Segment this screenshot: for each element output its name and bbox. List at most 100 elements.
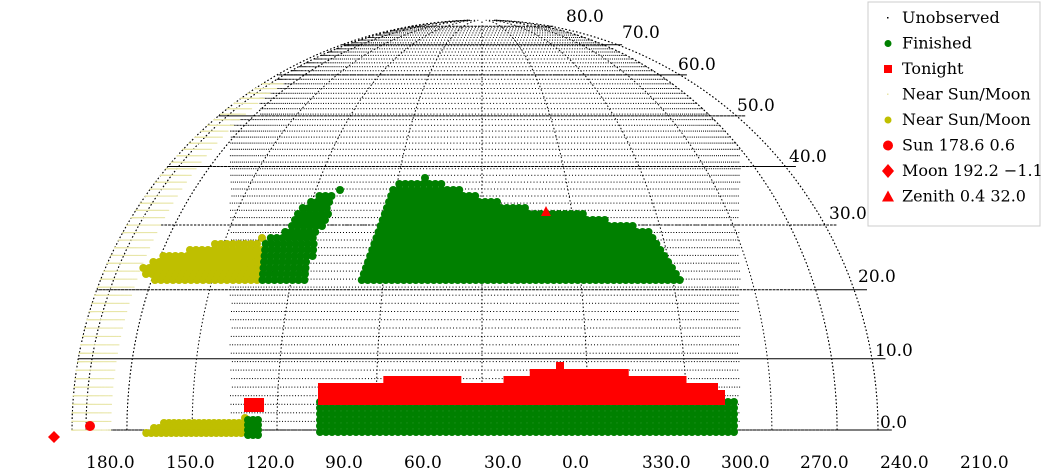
unobserved-point [262, 302, 264, 304]
unobserved-point [354, 270, 356, 272]
unobserved-point [433, 327, 435, 329]
unobserved-point [695, 327, 697, 329]
unobserved-point [338, 344, 339, 346]
unobserved-point [300, 319, 301, 321]
unobserved-point [267, 395, 268, 397]
unobserved-point [693, 239, 695, 241]
unobserved-point [266, 217, 268, 219]
unobserved-point [658, 209, 660, 211]
unobserved-point [635, 369, 636, 371]
unobserved-point [603, 319, 605, 321]
unobserved-point [663, 302, 665, 304]
unobserved-point [397, 335, 399, 337]
unobserved-point [671, 319, 673, 321]
unobserved-point [248, 352, 250, 354]
unobserved-point [279, 429, 281, 431]
unobserved-point [307, 294, 309, 296]
unobserved-point [625, 302, 627, 304]
unobserved-point [545, 294, 547, 296]
unobserved-point [275, 352, 277, 354]
unobserved-point [550, 344, 552, 346]
unobserved-point [633, 344, 635, 346]
unobserved-point [672, 369, 674, 371]
unobserved-point [640, 286, 642, 288]
unobserved-point [385, 335, 387, 337]
unobserved-point [554, 335, 556, 337]
unobserved-point [271, 361, 273, 363]
unobserved-point [597, 361, 599, 363]
unobserved-point [698, 224, 700, 226]
unobserved-point [373, 352, 375, 354]
unobserved-point [497, 302, 498, 304]
unobserved-point [720, 239, 722, 241]
unobserved-point [730, 361, 732, 363]
unobserved-point [262, 412, 264, 414]
unobserved-point [370, 286, 372, 288]
unobserved-point [460, 319, 462, 321]
unobserved-point [586, 294, 588, 296]
unobserved-point [468, 286, 470, 288]
unobserved-point [480, 335, 482, 337]
unobserved-point [250, 344, 252, 346]
unobserved-point [270, 302, 272, 304]
unobserved-point [693, 319, 695, 321]
unobserved-point [674, 311, 676, 312]
unobserved-point [646, 302, 648, 304]
unobserved-point [387, 319, 389, 321]
unobserved-point [542, 327, 544, 329]
unobserved-point [586, 202, 588, 204]
unobserved-point [614, 352, 616, 354]
unobserved-point [318, 302, 320, 304]
unobserved-point [552, 327, 554, 329]
unobserved-point [682, 344, 684, 346]
unobserved-point [492, 378, 494, 380]
unobserved-point [258, 319, 260, 321]
unobserved-point [501, 202, 502, 204]
unobserved-point [713, 239, 715, 241]
unobserved-point [396, 361, 398, 363]
unobserved-point [729, 232, 731, 233]
unobserved-point [583, 294, 585, 296]
unobserved-point [372, 209, 374, 211]
unobserved-point [345, 209, 347, 211]
unobserved-point [572, 311, 574, 312]
unobserved-point [310, 270, 312, 272]
unobserved-point [352, 278, 353, 280]
unobserved-point [737, 294, 739, 296]
unobserved-point [710, 361, 712, 363]
unobserved-point [291, 319, 293, 321]
unobserved-point [293, 294, 295, 296]
unobserved-point [708, 352, 710, 354]
unobserved-point [691, 286, 693, 288]
unobserved-point [284, 429, 286, 431]
unobserved-point [361, 202, 363, 204]
unobserved-point [651, 344, 653, 346]
unobserved-point [696, 344, 698, 346]
unobserved-point [574, 352, 575, 354]
unobserved-point [538, 335, 540, 337]
unobserved-point [622, 302, 624, 304]
unobserved-point [646, 286, 648, 288]
unobserved-point [513, 286, 515, 288]
unobserved-point [701, 344, 703, 346]
unobserved-point [667, 247, 669, 249]
unobserved-point [639, 311, 641, 312]
unobserved-point [655, 369, 657, 371]
unobserved-point [360, 209, 362, 211]
unobserved-point [703, 224, 705, 226]
unobserved-point [570, 202, 572, 204]
unobserved-point [643, 335, 645, 337]
unobserved-point [296, 286, 298, 288]
unobserved-point [515, 361, 517, 363]
unobserved-point [622, 311, 624, 312]
unobserved-point [596, 327, 598, 329]
unobserved-point [723, 224, 724, 226]
unobserved-point [431, 319, 433, 321]
unobserved-point [265, 294, 267, 296]
unobserved-point [423, 369, 425, 371]
unobserved-point [592, 286, 594, 288]
unobserved-point [371, 378, 373, 380]
unobserved-point [719, 209, 721, 211]
unobserved-point [276, 429, 278, 431]
unobserved-point [273, 302, 275, 304]
